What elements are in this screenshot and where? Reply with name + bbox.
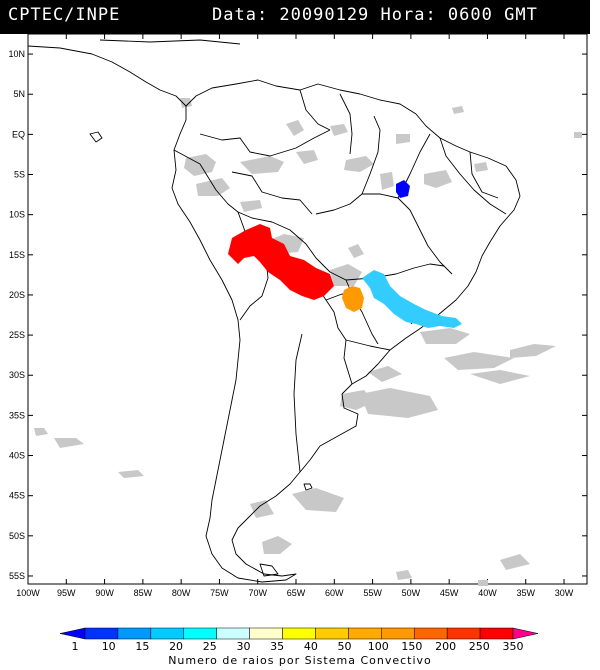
- colorbar-swatch: [183, 627, 217, 640]
- lon-tick-label: 100W: [16, 588, 40, 598]
- bolivia-peru-system: [228, 224, 334, 300]
- colorbar-label: 150: [401, 640, 422, 653]
- colorbar-max-arrow: [512, 627, 539, 640]
- lon-tick-label: 30W: [555, 588, 574, 598]
- colorbar-swatch: [282, 627, 316, 640]
- lat-tick-label: 20S: [9, 290, 25, 300]
- color-scale-bar: 1 10 15 20 25 30 35 40 50 100 150 200 250 350: [59, 627, 539, 653]
- colorbar-label: 15: [135, 640, 149, 653]
- axis-ticks: [27, 34, 587, 584]
- colorbar-label: 200: [435, 640, 456, 653]
- colorbar-label: 20: [169, 640, 183, 653]
- lon-tick-label: 90W: [95, 588, 114, 598]
- latitude-labels: 10N 5N EQ 5S 10S 15S 20S 25S 30S 35S 40S 45S 50S 55S: [8, 49, 25, 581]
- colorbar-label: 50: [338, 640, 352, 653]
- lat-tick-label: 5N: [13, 89, 25, 99]
- colorbar-swatch: [479, 627, 514, 640]
- colorbar-min-arrow: [59, 627, 86, 640]
- organization-label: CPTEC/INPE: [8, 5, 121, 25]
- lon-tick-label: 35W: [516, 588, 535, 598]
- map-header: CPTEC/INPE Data: 20090129 Hora: 0600 GMT: [0, 0, 590, 34]
- lat-tick-label: 55S: [9, 571, 25, 581]
- lon-tick-label: 65W: [287, 588, 306, 598]
- colorbar-label: 10: [102, 640, 116, 653]
- lon-tick-label: 80W: [172, 588, 191, 598]
- lat-tick-label: 10N: [8, 49, 25, 59]
- lat-tick-label: 5S: [14, 170, 25, 180]
- colorbar-swatch: [446, 627, 481, 640]
- lon-tick-label: 45W: [440, 588, 459, 598]
- colorbar-label: 1: [72, 640, 79, 653]
- colorbar-label: 250: [469, 640, 490, 653]
- colorbar-label: 35: [270, 640, 284, 653]
- lon-tick-label: 95W: [57, 588, 76, 598]
- colorbar-label: 25: [203, 640, 217, 653]
- colorbar-swatch: [216, 627, 250, 640]
- lon-tick-label: 85W: [134, 588, 153, 598]
- colorbar-swatch: [413, 627, 448, 640]
- lon-tick-label: 40W: [478, 588, 497, 598]
- colorbar-label: 100: [368, 640, 389, 653]
- colorbar-swatch: [117, 627, 152, 640]
- lat-tick-label: 25S: [9, 330, 25, 340]
- convective-systems: [228, 180, 462, 328]
- cloud-cover: [34, 98, 582, 586]
- lon-tick-label: 75W: [210, 588, 229, 598]
- south-america-coast: [171, 79, 521, 583]
- colorbar-swatch: [348, 627, 382, 640]
- lon-tick-label: 60W: [325, 588, 344, 598]
- paraguay-system: [342, 286, 364, 312]
- longitude-labels: 100W 95W 90W 85W 80W 75W 70W 65W 60W 55W 50W 45W 40W…: [16, 588, 574, 598]
- colorbar-label: 40: [304, 640, 318, 653]
- lat-tick-label: EQ: [12, 129, 25, 139]
- northeast-brazil-system: [396, 180, 410, 198]
- lon-tick-label: 50W: [402, 588, 421, 598]
- lat-tick-label: 30S: [9, 370, 25, 380]
- colorbar-swatch: [150, 627, 185, 640]
- lat-tick-label: 45S: [9, 491, 25, 501]
- colorbar-swatch: [381, 627, 415, 640]
- colorbar-swatch: [249, 627, 283, 640]
- lon-tick-label: 70W: [248, 588, 267, 598]
- date-time-label: Data: 20090129 Hora: 0600 GMT: [212, 5, 538, 25]
- lat-tick-label: 35S: [9, 410, 25, 420]
- lightning-map: 10N5NEQ5S10S15S20S25S30S35S40S45S50S55S …: [8, 34, 588, 598]
- lat-tick-label: 10S: [9, 210, 25, 220]
- lat-tick-label: 40S: [9, 451, 25, 461]
- southeast-brazil-system: [362, 270, 462, 328]
- colorbar-label: 30: [236, 640, 250, 653]
- colorbar-swatch: [315, 627, 349, 640]
- color-scale-title: Numero de raios por Sistema Convectivo: [168, 654, 432, 667]
- lon-tick-label: 55W: [363, 588, 382, 598]
- colorbar-swatch: [84, 627, 119, 640]
- lat-tick-label: 50S: [9, 531, 25, 541]
- lat-tick-label: 15S: [9, 250, 25, 260]
- colorbar-label: 350: [503, 640, 524, 653]
